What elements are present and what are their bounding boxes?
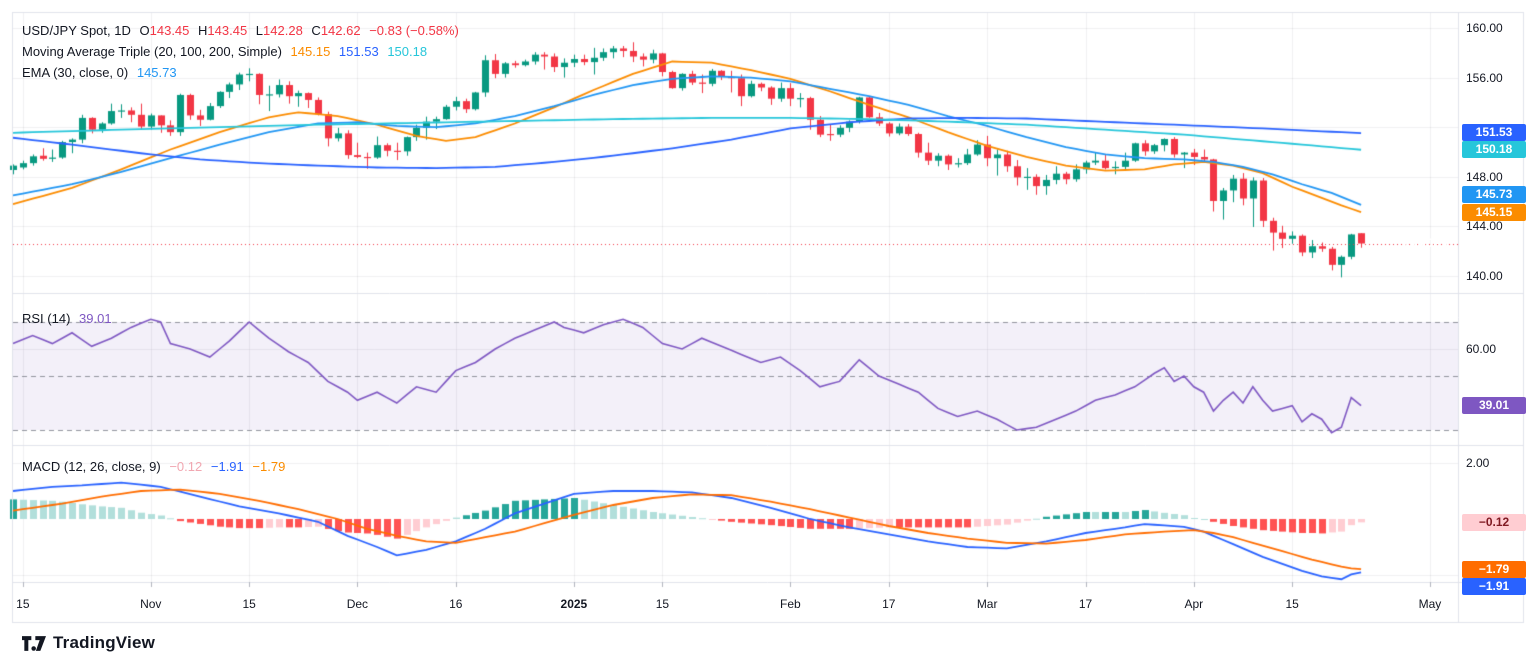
last-price-symbol-badge: USD/JPY (1391, 234, 1456, 252)
macd-signal-value: −1.79 (252, 459, 286, 474)
time-axis-tick: 15 (16, 597, 30, 611)
sma100-value: 151.53 (338, 44, 379, 59)
time-axis-tick: 15 (242, 597, 256, 611)
change-value: −0.83 (−0.58%) (369, 23, 459, 38)
time-axis-tick: Dec (346, 597, 369, 611)
macd-value-badge: −1.91 (1462, 578, 1526, 596)
sma200-value: 150.18 (387, 44, 428, 59)
sma20-value: 145.15 (290, 44, 331, 59)
high-label: H (198, 23, 208, 38)
symbol-title: USD/JPY Spot, 1D (22, 23, 131, 38)
ma-price-badge: 151.53 (1462, 123, 1526, 141)
time-axis-tick: 15 (1285, 597, 1299, 611)
macd-value-badge: −1.79 (1462, 560, 1526, 578)
price-axis-tick: 160.00 (1466, 21, 1503, 35)
time-axis-tick: Apr (1184, 597, 1204, 611)
time-axis-tick: 15 (655, 597, 670, 611)
ma-triple-label: Moving Average Triple (20, 100, 200, Sim… (22, 44, 282, 59)
rsi-axis-tick: 60.00 (1466, 342, 1497, 356)
ema-value: 145.73 (136, 65, 177, 80)
rsi-label: RSI (14) (22, 311, 71, 326)
open-label: O (139, 23, 150, 38)
macd-axis-tick: 2.00 (1466, 456, 1490, 470)
time-axis-tick: 17 (1078, 597, 1093, 611)
tradingview-attribution[interactable]: TradingView (22, 633, 155, 653)
time-axis-tick: 16 (449, 597, 463, 611)
last-price-symbol-text: USD/JPY (1397, 236, 1450, 250)
macd-value-badge: −0.12 (1462, 513, 1526, 531)
ema-legend-row[interactable]: EMA (30, close, 0) 145.73 (22, 62, 464, 83)
ma-triple-legend-row[interactable]: Moving Average Triple (20, 100, 200, Sim… (22, 41, 464, 62)
ma-price-badge: 150.18 (1462, 141, 1526, 159)
macd-label: MACD (12, 26, close, 9) (22, 459, 161, 474)
price-axis-tick: 140.00 (1466, 269, 1503, 283)
time-axis-tick: 2025 (560, 597, 588, 611)
open-value: 143.45 (149, 23, 190, 38)
time-axis-tick: May (1418, 597, 1442, 611)
low-value: 142.28 (263, 23, 303, 38)
rsi-legend-row[interactable]: RSI (14) 39.01 (22, 311, 117, 326)
price-axis-tick: 148.00 (1466, 169, 1503, 184)
rsi-value: 39.01 (79, 311, 112, 326)
close-value: 142.62 (320, 23, 361, 38)
symbol-legend-row[interactable]: USD/JPY Spot, 1D O143.45 H143.45 L142.28… (22, 20, 464, 41)
macd-hist-value: −0.12 (169, 459, 203, 474)
tradingview-wordmark: TradingView (53, 633, 156, 652)
time-axis-tick: 17 (882, 597, 896, 611)
price-axis-tick: 144.00 (1466, 219, 1503, 234)
last-price-badge: 142.62 (1462, 234, 1526, 252)
ma-price-badge: 145.15 (1462, 203, 1526, 221)
low-label: L (255, 23, 264, 38)
legend: USD/JPY Spot, 1D O143.45 H143.45 L142.28… (22, 20, 464, 83)
time-axis-tick: Feb (780, 597, 801, 611)
tradingview-logo-icon (22, 635, 46, 651)
high-value: 143.45 (207, 23, 248, 38)
time-axis-tick: Nov (140, 597, 162, 611)
last-price-text: 142.62 (1475, 236, 1513, 250)
close-label: C (311, 23, 321, 38)
ema-label: EMA (30, close, 0) (22, 65, 129, 80)
ma-price-badge: 145.73 (1462, 186, 1526, 204)
price-axis-tick: 156.00 (1466, 70, 1503, 85)
macd-legend-row[interactable]: MACD (12, 26, close, 9) −0.12 −1.91 −1.7… (22, 459, 290, 474)
macd-line-value: −1.91 (210, 459, 244, 474)
time-axis-tick: Mar (976, 597, 998, 611)
rsi-value-badge: 39.01 (1462, 397, 1526, 415)
